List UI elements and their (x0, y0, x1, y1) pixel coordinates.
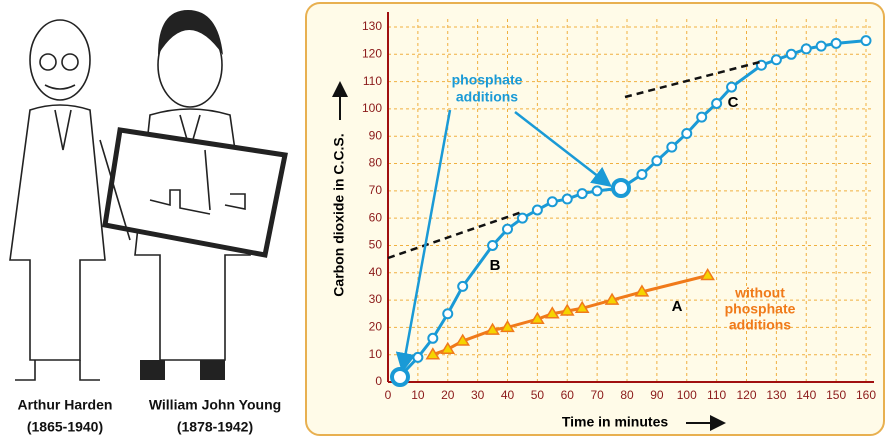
y-tick-label: 110 (363, 74, 382, 88)
x-axis-label: Time in minutes (562, 414, 669, 430)
point (634, 284, 650, 297)
stage-label: C (728, 94, 739, 111)
caption-dates: (1878-1942) (177, 419, 253, 435)
x-tick-label: 30 (471, 388, 485, 402)
point (815, 40, 827, 52)
point (485, 322, 500, 335)
annotation: phosphate (725, 301, 796, 317)
annotation: additions (729, 317, 791, 333)
point (440, 341, 456, 354)
y-tick-label: 90 (369, 128, 383, 142)
point (591, 185, 603, 197)
caption-name: Arthur Harden (18, 397, 113, 413)
point (636, 168, 648, 180)
y-tick-label: 10 (369, 347, 383, 361)
x-tick-label: 160 (856, 388, 876, 402)
point (830, 37, 842, 49)
point (681, 128, 693, 139)
x-tick-label: 100 (677, 388, 697, 402)
y-tick-label: 0 (375, 374, 382, 388)
point (574, 300, 590, 314)
point (770, 54, 782, 66)
y-tick-label: 100 (362, 101, 382, 115)
point (726, 81, 738, 93)
arrow (514, 111, 612, 188)
caption-dates: (1865-1940) (27, 419, 103, 435)
point (457, 280, 469, 292)
x-tick-label: 60 (561, 388, 575, 402)
chart: 0 10 20 30 40 50 60 70 80 90 100 110 120 130 0 10 20 30 40… (331, 12, 876, 430)
point (576, 188, 588, 200)
highlight-ring (390, 367, 410, 387)
annotation: phosphate (452, 72, 523, 88)
point (531, 204, 543, 216)
x-tick-label: 40 (501, 388, 515, 402)
point (442, 308, 454, 320)
x-tick-label: 110 (707, 388, 726, 402)
point (651, 155, 663, 167)
point (530, 311, 545, 324)
x-tick-label: 120 (736, 388, 756, 402)
point (412, 351, 424, 363)
x-tick-label: 0 (385, 388, 392, 402)
point (544, 306, 560, 319)
point (427, 332, 439, 344)
highlight-ring (611, 178, 631, 198)
illustration (9, 10, 288, 381)
y-tick-label: 30 (369, 292, 383, 306)
point (700, 268, 715, 281)
y-tick-label: 80 (369, 156, 383, 170)
point (500, 319, 515, 333)
point (561, 193, 573, 205)
series-label: A (672, 298, 683, 315)
point (425, 347, 441, 360)
series-label: B (490, 257, 501, 274)
y-tick-label: 40 (369, 265, 383, 279)
x-tick-label: 140 (796, 388, 816, 402)
point (455, 333, 471, 346)
y-tick-label: 60 (369, 210, 383, 224)
y-tick-label: 20 (369, 320, 383, 334)
y-tick-label: 50 (369, 238, 383, 252)
point (546, 196, 558, 208)
y-tick-label: 130 (362, 19, 382, 33)
caption-name: William John Young (149, 397, 281, 413)
point (860, 35, 872, 47)
annotation: additions (456, 89, 518, 105)
x-tick-label: 80 (620, 388, 634, 402)
point (516, 212, 528, 224)
x-tick-label: 90 (650, 388, 664, 402)
point (800, 43, 812, 55)
x-tick-label: 50 (531, 388, 545, 402)
point (487, 239, 499, 251)
point (666, 141, 678, 153)
arrow (395, 109, 452, 373)
y-tick-label: 120 (362, 46, 382, 60)
y-axis-label: Carbon dioxide in C.C.S. (331, 133, 347, 296)
x-tick-label: 130 (766, 388, 786, 402)
x-tick-label: 20 (441, 388, 455, 402)
series-line (398, 39, 867, 378)
point (604, 292, 620, 305)
y-tick-label: 70 (369, 183, 383, 197)
annotation: without (734, 285, 785, 301)
x-tick-label: 150 (826, 388, 846, 402)
x-tick-label: 10 (411, 388, 425, 402)
point (502, 223, 513, 235)
x-tick-label: 70 (590, 388, 604, 402)
point (785, 48, 797, 60)
point (711, 97, 723, 109)
point (559, 303, 575, 316)
point (696, 111, 708, 123)
